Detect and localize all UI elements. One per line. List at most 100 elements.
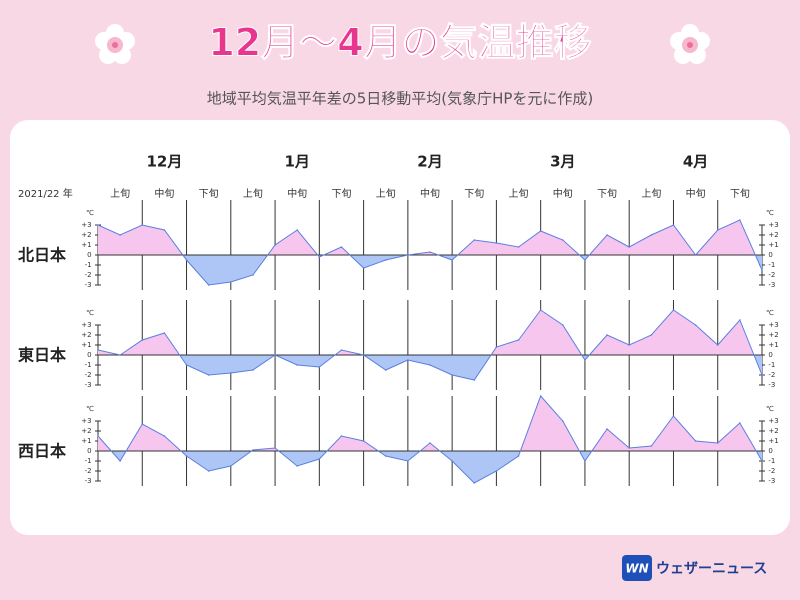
point xyxy=(185,259,188,261)
y-tick-label: +2 xyxy=(768,427,778,435)
point xyxy=(252,449,254,451)
point xyxy=(207,284,210,286)
point xyxy=(650,334,653,336)
period-label: 下旬 xyxy=(597,187,617,200)
point xyxy=(407,359,409,361)
period-label: 上旬 xyxy=(110,187,130,200)
point xyxy=(318,256,321,258)
area-positive xyxy=(98,310,762,355)
year-label: 2021/22 年 xyxy=(18,187,73,200)
y-tick-label: -3 xyxy=(85,477,92,485)
period-label: 中旬 xyxy=(686,187,706,200)
point xyxy=(230,372,232,374)
period-label: 下旬 xyxy=(730,187,750,200)
area-negative xyxy=(98,355,762,380)
point xyxy=(606,234,608,236)
point xyxy=(672,224,675,226)
point xyxy=(761,460,763,462)
y-tick-label: -2 xyxy=(768,371,775,379)
y-tick-label: -2 xyxy=(85,271,92,279)
point xyxy=(562,420,564,422)
point xyxy=(761,269,763,271)
point xyxy=(318,458,321,460)
point xyxy=(97,224,99,226)
y-tick-label: +1 xyxy=(768,437,778,445)
point xyxy=(739,219,741,221)
point xyxy=(119,354,121,356)
point xyxy=(318,366,321,368)
period-label: 上旬 xyxy=(509,187,529,200)
point xyxy=(517,455,520,457)
point xyxy=(207,374,210,376)
unit-label: ℃ xyxy=(766,309,774,317)
point xyxy=(451,259,453,261)
point xyxy=(362,440,365,442)
period-label: 中旬 xyxy=(553,187,573,200)
y-tick-label: -2 xyxy=(85,467,92,475)
point xyxy=(429,364,431,366)
y-tick-label: -2 xyxy=(768,271,775,279)
point xyxy=(296,465,299,467)
y-tick-label: -1 xyxy=(85,261,92,269)
point xyxy=(407,254,409,256)
point xyxy=(340,246,343,248)
point xyxy=(584,259,586,261)
y-tick-label: +2 xyxy=(81,427,91,435)
series-name: 東日本 xyxy=(18,346,66,365)
point xyxy=(185,455,188,457)
point xyxy=(473,482,476,484)
point xyxy=(296,364,299,366)
point xyxy=(628,344,630,346)
point xyxy=(628,246,630,248)
subtitle: 地域平均気温平年差の5日移動平均(気象庁HPを元に作成) xyxy=(207,90,594,108)
point xyxy=(163,229,166,231)
plot: 上旬 中旬 下旬 上旬 中旬 下旬 上旬 中旬 下旬 上旬 中旬 下旬 上旬 中旬 下旬 12月 1月 2月 3月 4… xyxy=(18,153,779,486)
point xyxy=(119,460,121,462)
point xyxy=(517,339,520,341)
flower-right xyxy=(670,24,710,64)
point xyxy=(97,435,99,437)
point xyxy=(362,354,365,356)
period-label: 中旬 xyxy=(154,187,174,200)
point xyxy=(274,447,276,449)
point xyxy=(252,274,254,276)
point xyxy=(694,254,697,256)
point xyxy=(230,465,232,467)
point xyxy=(562,324,564,326)
point xyxy=(495,346,498,348)
point xyxy=(362,267,365,269)
point xyxy=(274,354,276,356)
logo-box xyxy=(622,555,652,581)
point xyxy=(340,435,343,437)
point xyxy=(296,229,299,231)
period-label: 上旬 xyxy=(376,187,396,200)
point xyxy=(584,460,586,462)
point xyxy=(384,369,387,371)
point xyxy=(694,440,697,442)
y-tick-label: +2 xyxy=(768,231,778,239)
y-tick-label: +1 xyxy=(768,341,778,349)
point xyxy=(539,230,542,232)
unit-label: ℃ xyxy=(766,209,774,217)
unit-label: ℃ xyxy=(86,309,94,317)
y-tick-label: -1 xyxy=(768,361,775,369)
y-tick-label: -3 xyxy=(768,381,775,389)
y-tick-label: 0 xyxy=(768,251,772,259)
y-tick-label: +3 xyxy=(768,221,778,229)
y-tick-label: +1 xyxy=(81,241,91,249)
point xyxy=(274,244,276,246)
point xyxy=(451,374,453,376)
point xyxy=(163,435,166,437)
panel xyxy=(10,120,790,535)
point xyxy=(141,423,144,425)
point xyxy=(739,319,741,321)
y-tick-label: 0 xyxy=(87,351,91,359)
point xyxy=(429,251,431,253)
point xyxy=(650,445,653,447)
point xyxy=(384,455,387,457)
y-tick-label: +2 xyxy=(81,231,91,239)
logo: WN ウェザーニュース xyxy=(622,555,767,581)
y-tick-label: +2 xyxy=(81,331,91,339)
point xyxy=(716,229,719,231)
